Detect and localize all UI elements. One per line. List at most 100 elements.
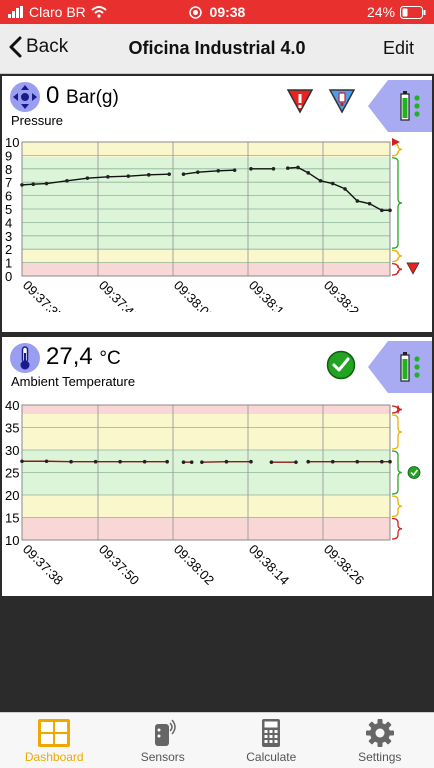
threshold-band xyxy=(22,249,390,262)
x-tick-label: 09:38:14 xyxy=(246,278,292,312)
data-point xyxy=(249,167,253,171)
data-point xyxy=(20,459,24,463)
data-point xyxy=(45,182,49,186)
edit-button[interactable]: Edit xyxy=(383,38,414,59)
recording-icon xyxy=(189,6,202,19)
data-point xyxy=(182,460,186,464)
data-point xyxy=(355,199,359,203)
y-tick-label: 10 xyxy=(5,533,19,548)
y-tick-label: 0 xyxy=(5,269,12,284)
x-tick-label: 09:37:37 xyxy=(20,278,66,312)
data-point xyxy=(380,460,384,464)
tab-settings-label: Settings xyxy=(358,750,401,764)
data-point xyxy=(106,175,110,179)
threshold-bracket xyxy=(392,264,402,275)
status-time: 09:38 xyxy=(210,4,246,20)
battery-icon xyxy=(400,6,426,19)
data-point xyxy=(118,460,122,464)
data-point xyxy=(20,183,24,187)
threshold-band xyxy=(22,518,390,541)
threshold-bracket xyxy=(392,406,402,414)
data-point xyxy=(388,209,392,213)
tab-dashboard-label: Dashboard xyxy=(25,750,84,764)
data-point xyxy=(306,171,310,175)
pressure-chart: 10987654321009:37:37 09:37:49 09:38:02 09:3… xyxy=(2,136,432,312)
in-range-check-icon xyxy=(408,467,420,479)
data-point xyxy=(270,460,274,464)
data-point xyxy=(294,460,298,464)
x-tick-label: 09:37:49 xyxy=(96,278,142,312)
tab-dashboard[interactable]: Dashboard xyxy=(0,713,109,768)
x-tick-label: 09:38:26 xyxy=(321,542,367,585)
data-point xyxy=(331,460,335,464)
threshold-bracket xyxy=(392,158,402,248)
x-tick-label: 09:37:38 xyxy=(20,542,66,585)
y-tick-label: 40 xyxy=(5,398,19,413)
data-point xyxy=(45,459,49,463)
status-bar: Claro BR 09:38 24% xyxy=(0,0,434,24)
threshold-band xyxy=(22,495,390,518)
x-tick-label: 09:38:26 xyxy=(321,278,367,312)
gear-icon xyxy=(363,718,397,748)
sensor-icon xyxy=(146,718,180,748)
threshold-band xyxy=(22,414,390,450)
temperature-sensor-card[interactable]: 27,4 °C Ambient Temperature 40 35 30 25 20 15… xyxy=(2,337,432,596)
pressure-value: 0 xyxy=(46,82,59,109)
data-point xyxy=(272,167,276,171)
data-point xyxy=(368,202,372,206)
threshold-bracket xyxy=(392,451,402,494)
tab-sensors-label: Sensors xyxy=(141,750,185,764)
ok-check-icon[interactable] xyxy=(326,350,356,380)
data-point xyxy=(296,166,300,170)
data-point xyxy=(86,176,90,180)
alarm-config-icon[interactable] xyxy=(328,88,356,114)
calculator-icon xyxy=(254,718,288,748)
data-point xyxy=(65,179,69,183)
threshold-bracket xyxy=(392,415,402,449)
y-tick-label: 20 xyxy=(5,488,19,503)
high-alarm-marker xyxy=(392,138,400,146)
temperature-value-display: 27,4 °C xyxy=(46,343,121,371)
data-point xyxy=(319,179,323,183)
data-point xyxy=(343,187,347,191)
back-label: Back xyxy=(26,36,68,58)
battery-status-tab[interactable] xyxy=(368,80,432,132)
data-point xyxy=(94,460,98,464)
data-point xyxy=(31,182,35,186)
data-point xyxy=(249,460,253,464)
data-point xyxy=(147,173,151,177)
data-point xyxy=(165,460,169,464)
tab-calculate[interactable]: Calculate xyxy=(217,713,326,768)
low-alarm-warning-icon xyxy=(407,263,419,274)
data-point xyxy=(225,460,229,464)
y-tick-label: 35 xyxy=(5,421,19,436)
pressure-value-display: 0 Bar(g) xyxy=(46,82,119,110)
threshold-band xyxy=(22,263,390,276)
alarm-warning-icon[interactable] xyxy=(286,88,314,114)
back-button[interactable]: Back xyxy=(8,36,68,58)
chevron-left-icon xyxy=(8,36,22,58)
thermometer-icon-badge xyxy=(10,343,40,373)
battery-percent: 24% xyxy=(367,4,395,20)
data-point xyxy=(331,182,335,186)
data-point xyxy=(216,169,220,173)
tab-bar: Dashboard Sensors Calculate xyxy=(0,712,434,768)
threshold-band xyxy=(22,405,390,414)
y-tick-label: 15 xyxy=(5,511,19,526)
data-point xyxy=(306,460,310,464)
tab-settings[interactable]: Settings xyxy=(326,713,434,768)
battery-status-tab[interactable] xyxy=(368,341,432,393)
threshold-bracket xyxy=(392,250,402,261)
data-point xyxy=(143,460,147,464)
temperature-unit: °C xyxy=(99,348,120,369)
y-tick-label: 25 xyxy=(5,466,19,481)
pressure-sensor-card[interactable]: 0 Bar(g) Pressure 10 9 8 7 6 5 4 3 2 1 0 09:37:37 09… xyxy=(2,76,432,332)
x-tick-label: 09:38:14 xyxy=(246,542,292,585)
y-tick-label: 30 xyxy=(5,443,19,458)
dashboard-icon xyxy=(37,718,71,748)
tab-calculate-label: Calculate xyxy=(246,750,296,764)
x-tick-label: 09:38:02 xyxy=(171,542,217,585)
tab-sensors[interactable]: Sensors xyxy=(109,713,218,768)
data-point xyxy=(233,168,237,172)
